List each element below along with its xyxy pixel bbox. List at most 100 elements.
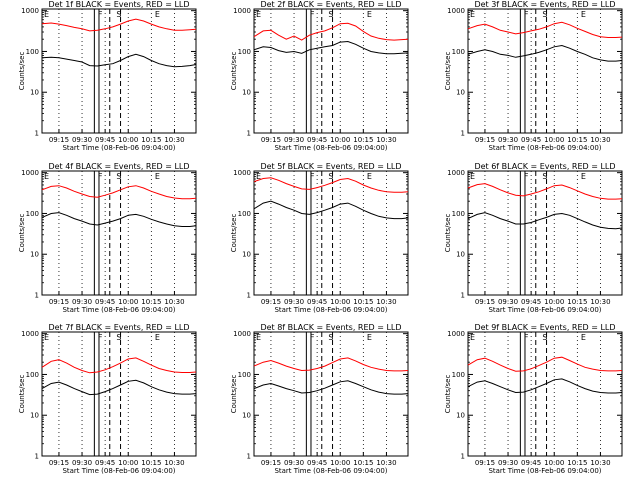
x-tick-label: 10:30 (164, 136, 184, 144)
x-tick-label: 10:00 (330, 136, 350, 144)
x-tick-label: 09:45 (307, 136, 327, 144)
y-tick-label: 1 (35, 453, 39, 461)
panel-title: Det 1f BLACK = Events, RED = LLD (48, 0, 189, 9)
plot-frame (41, 170, 197, 296)
panel-title: Det 8f BLACK = Events, RED = LLD (260, 323, 401, 332)
event-marker-label: F (98, 172, 103, 181)
panel-title: Det 9f BLACK = Events, RED = LLD (474, 323, 615, 332)
y-tick-label: 10 (30, 251, 39, 259)
event-marker-label: S (542, 172, 547, 181)
y-tick-label: 10 (30, 89, 39, 97)
x-axis-label: Start Time (08-Feb-06 09:04:00) (274, 306, 387, 314)
event-marker-label: E (256, 333, 261, 342)
panel-title: Det 3f BLACK = Events, RED = LLD (474, 0, 615, 9)
x-tick-label: 10:30 (376, 459, 396, 467)
y-tick-label: 100 (238, 210, 251, 218)
x-tick-label: 09:45 (95, 136, 115, 144)
y-tick-label: 1000 (447, 7, 465, 15)
event-marker-label: E (470, 333, 475, 342)
y-tick-label: 1000 (21, 169, 39, 177)
x-tick-label: 09:30 (72, 459, 92, 467)
x-tick-label: 09:45 (307, 459, 327, 467)
x-tick-label: 10:30 (590, 136, 610, 144)
x-tick-label: 09:30 (498, 459, 518, 467)
x-tick-label: 10:15 (141, 136, 161, 144)
event-marker-label: E (155, 172, 160, 181)
x-tick-label: 09:30 (284, 459, 304, 467)
x-tick-label: 09:45 (521, 459, 541, 467)
x-tick-label: 10:00 (330, 298, 350, 306)
y-tick-label: 1 (461, 453, 465, 461)
y-tick-label: 100 (452, 48, 465, 56)
event-marker-label: E (44, 10, 49, 19)
x-tick-label: 09:45 (95, 459, 115, 467)
x-tick-label: 09:45 (521, 298, 541, 306)
y-tick-label: 10 (30, 412, 39, 420)
x-tick-label: 10:15 (141, 298, 161, 306)
x-tick-label: 09:15 (475, 298, 495, 306)
y-tick-label: 10 (242, 251, 251, 259)
y-tick-label: 1000 (233, 7, 251, 15)
x-tick-label: 09:30 (72, 298, 92, 306)
event-marker-label: F (310, 333, 315, 342)
y-tick-label: 10 (456, 89, 465, 97)
y-tick-label: 1 (35, 130, 39, 138)
event-marker-label: E (44, 172, 49, 181)
plot-frame (253, 331, 409, 457)
y-tick-label: 1000 (21, 330, 39, 338)
plot-frame (467, 170, 623, 296)
x-tick-label: 10:15 (353, 136, 373, 144)
event-marker-label: S (542, 10, 547, 19)
x-tick-label: 09:30 (498, 136, 518, 144)
plot-frame (253, 8, 409, 134)
y-tick-label: 1 (35, 292, 39, 300)
y-tick-label: 1000 (447, 330, 465, 338)
event-marker-label: F (524, 10, 529, 19)
series-line-events (41, 212, 197, 227)
event-marker-label: E (470, 172, 475, 181)
event-marker-label: F (310, 10, 315, 19)
y-tick-label: 100 (238, 371, 251, 379)
event-marker-label: E (256, 172, 261, 181)
x-tick-label: 10:00 (544, 459, 564, 467)
y-axis-label: Counts/sec (18, 52, 26, 91)
event-marker-label: S (116, 333, 121, 342)
y-axis-label: Counts/sec (444, 52, 452, 91)
series-line-events (41, 379, 197, 396)
series-line-events (253, 200, 409, 220)
y-axis-label: Counts/sec (230, 375, 238, 414)
x-tick-label: 10:15 (141, 459, 161, 467)
series-line-lld (467, 356, 623, 372)
x-tick-label: 10:30 (164, 459, 184, 467)
panel-title: Det 4f BLACK = Events, RED = LLD (48, 162, 189, 171)
x-axis-label: Start Time (08-Feb-06 09:04:00) (62, 306, 175, 314)
y-tick-label: 1000 (21, 7, 39, 15)
x-tick-label: 09:15 (261, 459, 281, 467)
event-marker-label: F (98, 10, 103, 19)
event-marker-label: E (155, 10, 160, 19)
series-line-events (253, 40, 409, 55)
x-tick-label: 10:30 (590, 298, 610, 306)
series-line-events (467, 212, 623, 230)
panel-title: Det 7f BLACK = Events, RED = LLD (48, 323, 189, 332)
panel-title: Det 5f BLACK = Events, RED = LLD (260, 162, 401, 171)
x-tick-label: 10:00 (544, 298, 564, 306)
x-axis-label: Start Time (08-Feb-06 09:04:00) (274, 467, 387, 475)
x-axis-label: Start Time (08-Feb-06 09:04:00) (274, 144, 387, 152)
x-tick-label: 09:45 (307, 298, 327, 306)
y-tick-label: 1 (247, 130, 251, 138)
event-marker-label: F (524, 172, 529, 181)
y-tick-label: 1000 (233, 169, 251, 177)
plot-frame (41, 331, 197, 457)
series-line-lld (467, 183, 623, 200)
event-marker-label: E (470, 10, 475, 19)
series-line-lld (467, 21, 623, 38)
event-marker-label: F (98, 333, 103, 342)
